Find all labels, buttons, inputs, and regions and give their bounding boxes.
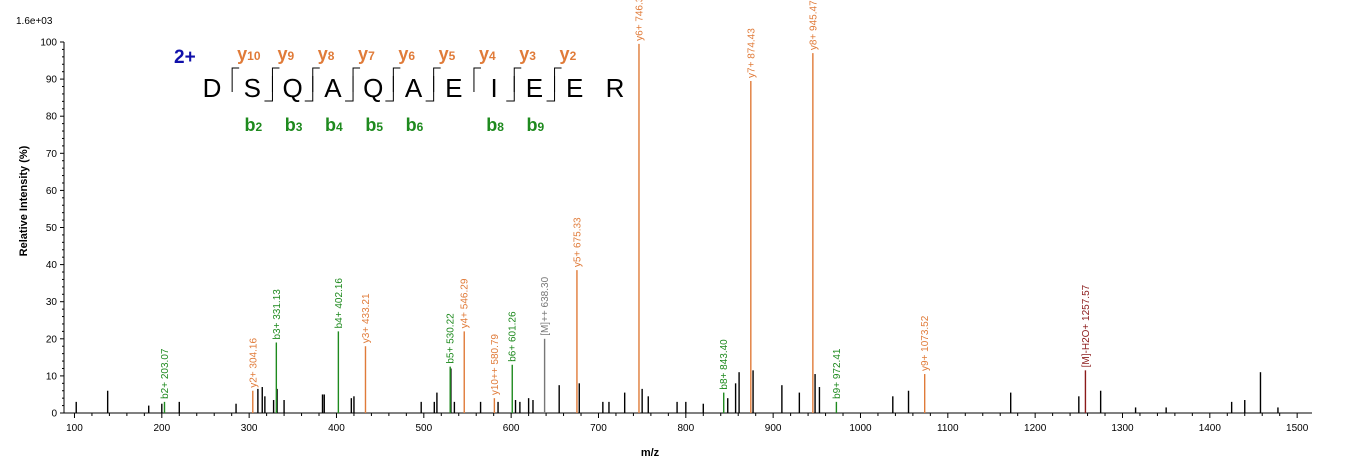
x-tick-label: 100 [66, 423, 83, 434]
y-ion-label: y10 [237, 44, 261, 64]
b-ion-bracket [506, 76, 515, 102]
peak-label: y4+ 546.29 [460, 278, 471, 328]
peak-label: b9+ 972.41 [832, 348, 843, 399]
b-ion-bracket [304, 76, 314, 102]
labeled-peaks: b2+ 203.07 y2+ 304.16 b3+ 331.13 b4+ 402.16… [160, 0, 1092, 413]
b-ion-bracket [385, 76, 394, 102]
peak-label: y9+ 1073.52 [920, 315, 931, 371]
b-ion-label: b9 [527, 115, 545, 135]
y-tick-label: 90 [46, 75, 58, 86]
x-tick-label: 500 [415, 423, 432, 434]
peak-label: [M]++ 638.30 [540, 276, 551, 335]
y-ion-label: y8 [318, 44, 335, 64]
y-scale-label: 1.6e+03 [16, 16, 53, 27]
b-ion-label: b5 [365, 115, 383, 135]
residue: E [445, 73, 462, 103]
y-ion-label: y6 [398, 44, 415, 64]
residue: E [526, 73, 543, 103]
y-axis-title: Relative Intensity (%) [18, 145, 30, 256]
peak-label: b3+ 331.13 [272, 289, 283, 340]
b-ion-bracket [425, 76, 435, 102]
peak-label: y6+ 746.37 [634, 0, 645, 41]
x-tick-label: 200 [153, 423, 170, 434]
residue: R [606, 73, 625, 103]
peak-label: y5+ 675.33 [572, 217, 583, 267]
y-tick-label: 100 [40, 38, 57, 49]
residue: I [490, 73, 497, 103]
x-tick-label: 600 [503, 423, 520, 434]
b-ion-bracket [546, 76, 556, 102]
x-tick-label: 1400 [1199, 423, 1222, 434]
peak-label: b8+ 843.40 [719, 339, 730, 390]
residue: S [244, 73, 261, 103]
peak-label: y10++ 580.79 [490, 334, 501, 396]
y-ion-label: y2 [560, 44, 577, 64]
b-ion-label: b6 [406, 115, 424, 135]
b-ion-label: b8 [486, 115, 504, 135]
b-ion-bracket [345, 76, 354, 102]
x-tick-label: 800 [677, 423, 694, 434]
y-ion-bracket [473, 67, 481, 92]
peak-label: y7+ 874.43 [746, 28, 757, 78]
y-tick-label: 50 [46, 223, 58, 234]
y-ion-bracket [312, 67, 320, 92]
y-tick-label: 30 [46, 297, 58, 308]
y-tick-label: 40 [46, 260, 58, 271]
x-tick-label: 1500 [1286, 423, 1309, 434]
y-tick-label: 0 [51, 409, 57, 420]
residue: Q [363, 73, 383, 103]
b-ion-bracket [264, 76, 273, 102]
y-ion-bracket [271, 67, 280, 92]
residue: D [203, 73, 222, 103]
y-tick-label: 70 [46, 149, 58, 160]
peak-label: b5+ 530.22 [446, 313, 457, 364]
x-axis-title: m/z [641, 447, 660, 459]
x-tick-label: 1100 [937, 423, 959, 434]
y-ion-bracket [513, 67, 522, 92]
y-ion-bracket [231, 67, 240, 92]
y-tick-label: 80 [46, 112, 58, 123]
peak-label: [M]-H2O+ 1257.57 [1081, 284, 1092, 367]
residue: E [566, 73, 583, 103]
x-tick-label: 900 [765, 423, 782, 434]
y-tick-label: 20 [46, 334, 58, 345]
x-tick-label: 700 [590, 423, 607, 434]
y-ion-bracket [433, 67, 441, 92]
peak-label: y2+ 304.16 [248, 338, 259, 388]
charge-state: 2+ [174, 47, 196, 68]
y-ion-label: y3 [519, 44, 536, 64]
y-ion-label: y5 [439, 44, 456, 64]
peak-label: y3+ 433.21 [361, 293, 372, 343]
peak-label: b6+ 601.26 [508, 311, 519, 362]
axes: 0 10 20 30 40 50 60 70 80 90 100 100 200 300 400 500 600… [40, 38, 1312, 434]
residue: A [324, 73, 342, 103]
peak-label: y8+ 945.47 [808, 0, 819, 50]
y-ion-label: y9 [277, 44, 294, 64]
peak-label: b4+ 402.16 [334, 278, 345, 329]
b-ion-label: b3 [285, 115, 303, 135]
peak-label: b2+ 203.07 [160, 348, 171, 399]
y-ion-label: y7 [358, 44, 375, 64]
b-ion-label: b4 [325, 115, 343, 135]
x-tick-label: 1200 [1024, 423, 1047, 434]
x-tick-label: 1000 [849, 423, 872, 434]
y-ion-bracket [352, 67, 361, 92]
x-tick-label: 400 [328, 423, 345, 434]
y-tick-label: 60 [46, 186, 58, 197]
y-ion-bracket [392, 67, 401, 92]
y-ion-label: y4 [479, 44, 496, 64]
x-tick-label: 1300 [1111, 423, 1134, 434]
y-tick-label: 10 [46, 371, 58, 382]
x-tick-label: 300 [241, 423, 258, 434]
residue: Q [282, 73, 302, 103]
y-ion-bracket [554, 67, 562, 92]
b-ion-label: b2 [244, 115, 262, 135]
residue: A [405, 73, 423, 103]
